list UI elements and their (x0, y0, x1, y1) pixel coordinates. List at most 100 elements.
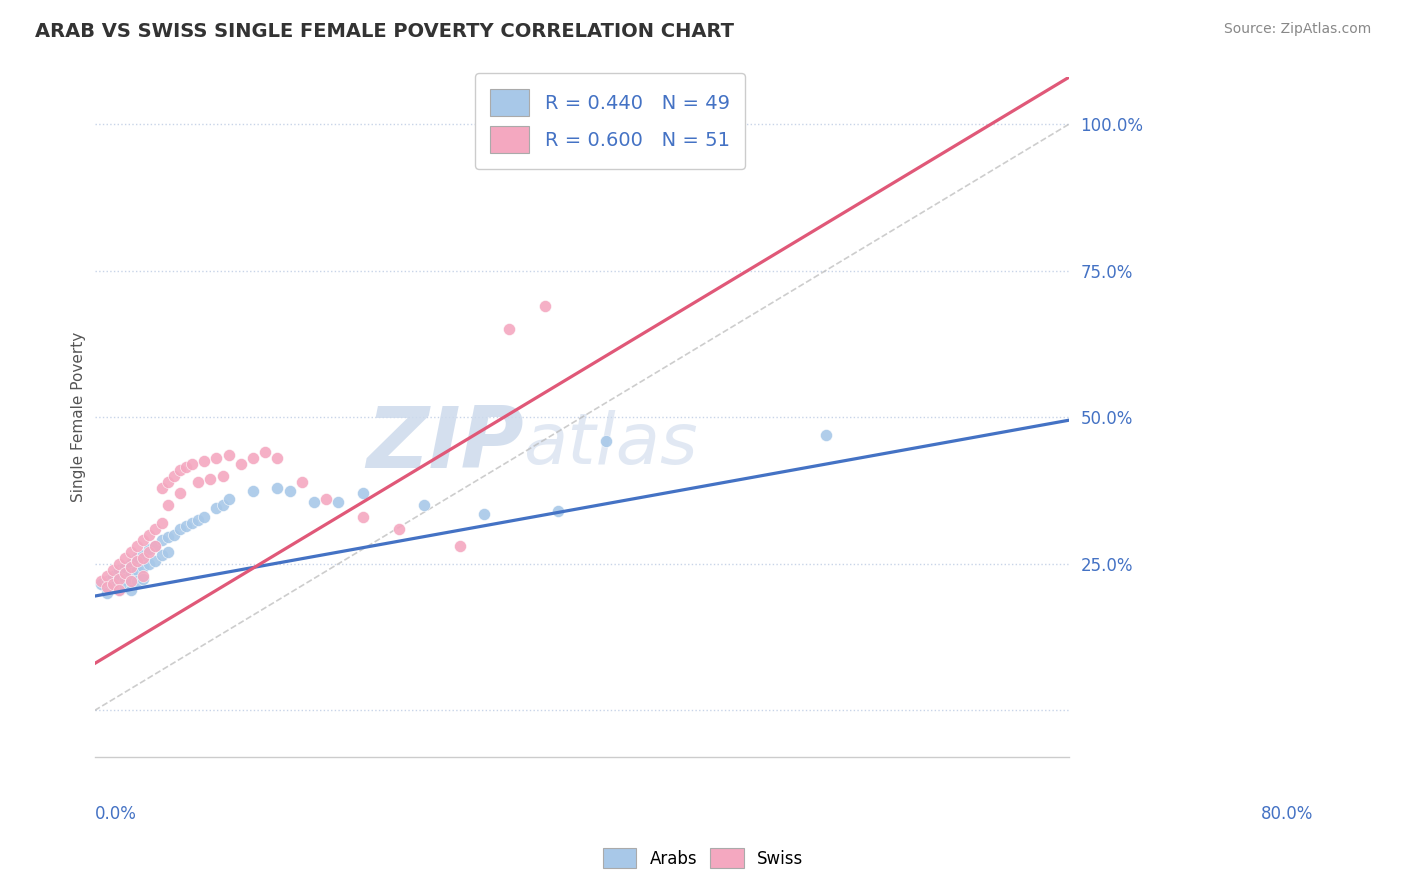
Y-axis label: Single Female Poverty: Single Female Poverty (72, 332, 86, 502)
Point (108, 583, 131, 598)
Text: 80.0%: 80.0% (1261, 805, 1313, 823)
Point (156, 545, 179, 559)
Point (328, 495, 350, 509)
Point (229, 457, 252, 471)
Point (181, 516, 204, 530)
Point (127, 574, 149, 589)
Point (352, 509, 374, 524)
Point (145, 522, 167, 536)
Point (242, 451, 264, 466)
Point (412, 498, 434, 512)
Point (150, 533, 173, 548)
Point (595, 140, 617, 154)
Point (163, 468, 186, 483)
Point (534, 299, 557, 313)
Point (120, 559, 142, 574)
Point (114, 551, 136, 566)
Point (96, 574, 118, 589)
Point (145, 539, 167, 553)
Point (814, 427, 837, 442)
Point (108, 572, 131, 586)
Point (138, 557, 160, 571)
Point (150, 516, 173, 530)
Point (242, 483, 264, 498)
Point (266, 451, 288, 466)
Point (138, 527, 160, 541)
Point (132, 559, 155, 574)
Text: atlas: atlas (523, 410, 699, 479)
Point (114, 566, 136, 580)
Point (132, 548, 155, 562)
Point (644, 140, 666, 154)
Point (132, 568, 155, 582)
Point (169, 522, 191, 536)
Point (96, 586, 118, 600)
Point (127, 539, 149, 553)
Point (174, 518, 197, 533)
Point (127, 563, 149, 577)
Point (120, 566, 142, 580)
Point (114, 559, 136, 574)
Point (200, 472, 222, 486)
Point (101, 563, 124, 577)
Point (138, 542, 160, 557)
Point (187, 513, 209, 527)
Point (498, 322, 520, 336)
Point (211, 498, 233, 512)
Point (352, 486, 374, 500)
Point (127, 554, 149, 568)
Point (187, 475, 209, 489)
Point (120, 583, 142, 598)
Point (388, 522, 411, 536)
Point (474, 507, 496, 521)
Point (101, 580, 124, 594)
Point (127, 551, 149, 566)
Point (120, 574, 142, 589)
Point (547, 504, 569, 518)
Point (181, 457, 204, 471)
Text: 0.0%: 0.0% (94, 805, 136, 823)
Point (169, 463, 191, 477)
Point (114, 580, 136, 594)
Point (266, 481, 288, 495)
Point (108, 572, 131, 586)
Point (132, 572, 155, 586)
Point (101, 577, 124, 591)
Point (145, 539, 167, 553)
Point (174, 460, 197, 475)
Legend: Arabs, Swiss: Arabs, Swiss (595, 839, 811, 877)
Legend: R = 0.440   N = 49, R = 0.600   N = 51: R = 0.440 N = 49, R = 0.600 N = 51 (475, 73, 745, 169)
Point (96, 568, 118, 582)
Point (145, 554, 167, 568)
Text: ARAB VS SWISS SINGLE FEMALE POVERTY CORRELATION CHART: ARAB VS SWISS SINGLE FEMALE POVERTY CORR… (35, 22, 734, 41)
Point (254, 445, 277, 459)
Point (193, 509, 215, 524)
Point (101, 568, 124, 582)
Point (315, 492, 337, 507)
Point (205, 501, 228, 516)
Point (205, 451, 228, 466)
Point (114, 572, 136, 586)
Point (193, 454, 215, 468)
Point (595, 434, 617, 448)
Point (449, 539, 471, 553)
Text: Source: ZipAtlas.com: Source: ZipAtlas.com (1223, 22, 1371, 37)
Point (302, 495, 325, 509)
Point (150, 481, 173, 495)
Point (108, 563, 131, 577)
Point (120, 545, 142, 559)
Point (120, 574, 142, 589)
Point (169, 486, 191, 500)
Point (156, 498, 179, 512)
Point (218, 448, 240, 462)
Point (218, 492, 240, 507)
Point (108, 557, 131, 571)
Point (108, 583, 131, 598)
Text: ZIP: ZIP (366, 403, 523, 486)
Point (211, 468, 233, 483)
Point (132, 533, 155, 548)
Point (138, 545, 160, 559)
Point (156, 475, 179, 489)
Point (571, 140, 593, 154)
Point (278, 483, 301, 498)
